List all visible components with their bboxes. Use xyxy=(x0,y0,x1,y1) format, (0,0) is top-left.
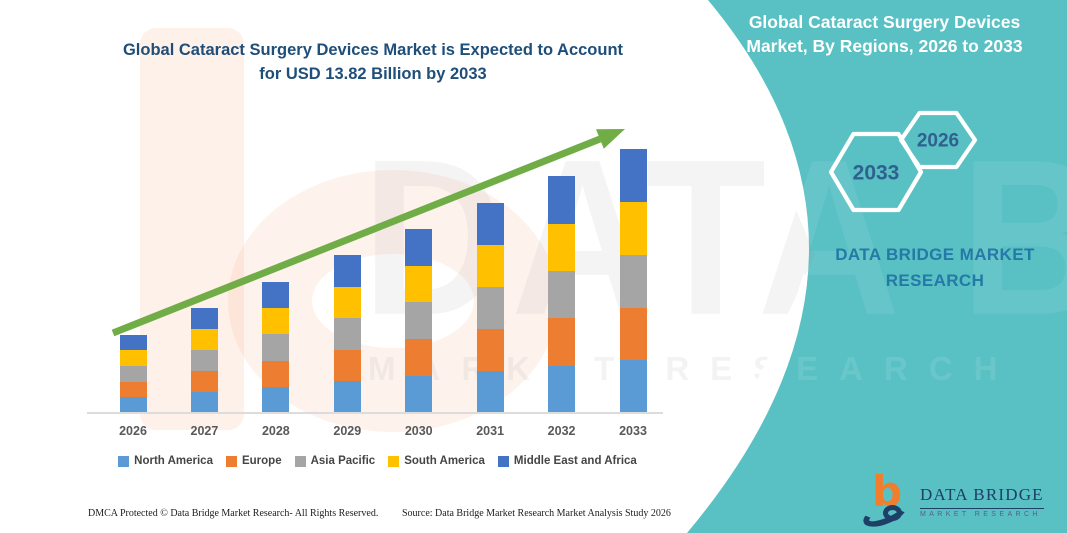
footer-copyright: DMCA Protected © Data Bridge Market Rese… xyxy=(88,508,379,519)
company-logo-icon: b xyxy=(859,468,912,532)
bar-2033 xyxy=(619,149,647,413)
brand-text: DATA BRIDGE MARKET RESEARCH xyxy=(790,242,1067,294)
bar-2029-segment-north-america xyxy=(333,381,361,413)
bar-2028-segment-europe xyxy=(262,360,290,387)
bar-2028-segment-north-america xyxy=(262,386,290,413)
x-axis-line xyxy=(87,412,663,414)
bar-2031-segment-north-america xyxy=(476,370,504,413)
hexagon-2026-label: 2026 xyxy=(917,131,959,152)
footer-source: Source: Data Bridge Market Research Mark… xyxy=(402,508,671,519)
bar-2026-segment-south-america xyxy=(119,350,147,366)
bar-2030-segment-north-america xyxy=(405,376,433,413)
legend-label-europe: Europe xyxy=(241,455,282,467)
bar-2033-segment-middle-east-and-africa xyxy=(619,149,647,203)
hexagon-2033 xyxy=(828,131,924,213)
company-logo-subtitle: MARKET RESEARCH xyxy=(920,510,1041,518)
legend-label-middle-east-and-africa: Middle East and Africa xyxy=(513,455,637,467)
company-logo: b DATA BRIDGE MARKET RESEARCH xyxy=(859,468,1044,532)
legend-label-asia-pacific: Asia Pacific xyxy=(310,455,376,467)
year-hexagons: 2033 2026 xyxy=(828,110,978,213)
legend-swatch-south-america xyxy=(388,455,400,467)
company-logo-name: DATA BRIDGE xyxy=(920,485,1044,509)
company-logo-text: DATA BRIDGE MARKET RESEARCH xyxy=(920,485,1044,518)
hexagon-2033-label: 2033 xyxy=(853,162,900,185)
legend-item-north-america: North America xyxy=(118,455,213,467)
legend-swatch-asia-pacific xyxy=(294,455,306,467)
legend-item-asia-pacific: Asia Pacific xyxy=(294,455,376,467)
legend-item-middle-east-and-africa: Middle East and Africa xyxy=(497,455,637,467)
bar-2033-segment-europe xyxy=(619,307,647,361)
bar-2026-segment-north-america xyxy=(119,397,147,413)
x-axis-label-2026: 2026 xyxy=(119,424,147,438)
bar-2033-segment-north-america xyxy=(619,360,647,413)
bar-2026-segment-europe xyxy=(119,381,147,398)
legend-item-europe: Europe xyxy=(225,455,282,467)
x-axis-label-2028: 2028 xyxy=(261,424,290,438)
right-panel-heading-line2: Market, By Regions, 2026 to 2033 xyxy=(746,36,1023,56)
hexagon-2026 xyxy=(898,110,978,170)
x-axis-label-2033: 2033 xyxy=(619,424,647,438)
legend-swatch-middle-east-and-africa xyxy=(497,455,509,467)
right-panel-heading: Global Cataract Surgery Devices Market, … xyxy=(712,10,1057,58)
bar-2029-segment-europe xyxy=(333,349,361,382)
x-axis-label-2031: 2031 xyxy=(476,424,505,438)
bar-2033-segment-south-america xyxy=(619,202,647,255)
chart-title: Global Cataract Surgery Devices Market i… xyxy=(78,38,668,86)
logo-bowl-icon xyxy=(883,505,902,521)
brand-text-line1: DATA BRIDGE MARKET xyxy=(835,245,1035,264)
legend-label-south-america: South America xyxy=(404,455,485,467)
x-axis-label-2032: 2032 xyxy=(547,424,576,438)
chart-legend: North America Europe Asia Pacific South Ame… xyxy=(85,455,670,467)
x-axis-label-2030: 2030 xyxy=(404,424,433,438)
legend-item-south-america: South America xyxy=(388,455,485,467)
brand-text-line2: RESEARCH xyxy=(885,271,985,290)
bar-2027-segment-north-america xyxy=(190,391,218,413)
bar-2030-segment-europe xyxy=(405,339,433,377)
bar-2026 xyxy=(119,334,147,413)
x-axis-label-2027: 2027 xyxy=(190,424,219,438)
bar-2027-segment-europe xyxy=(190,370,218,392)
right-panel-heading-line1: Global Cataract Surgery Devices xyxy=(748,12,1021,32)
x-axis-label-2029: 2029 xyxy=(333,424,362,438)
bar-2027-segment-asia-pacific xyxy=(190,349,218,371)
legend-swatch-north-america xyxy=(118,455,130,467)
bar-2033-segment-asia-pacific xyxy=(619,254,647,308)
legend-label-north-america: North America xyxy=(134,455,213,467)
chart-title-line1: Global Cataract Surgery Devices Market i… xyxy=(122,41,624,59)
bar-2026-segment-asia-pacific xyxy=(119,366,147,382)
chart-title-line2: for USD 13.82 Billion by 2033 xyxy=(259,65,487,83)
bar-2028-segment-asia-pacific xyxy=(262,334,290,361)
bar-2032-segment-north-america xyxy=(548,365,576,413)
legend-swatch-europe xyxy=(225,455,237,467)
bar-2026-segment-middle-east-and-africa xyxy=(119,334,147,351)
